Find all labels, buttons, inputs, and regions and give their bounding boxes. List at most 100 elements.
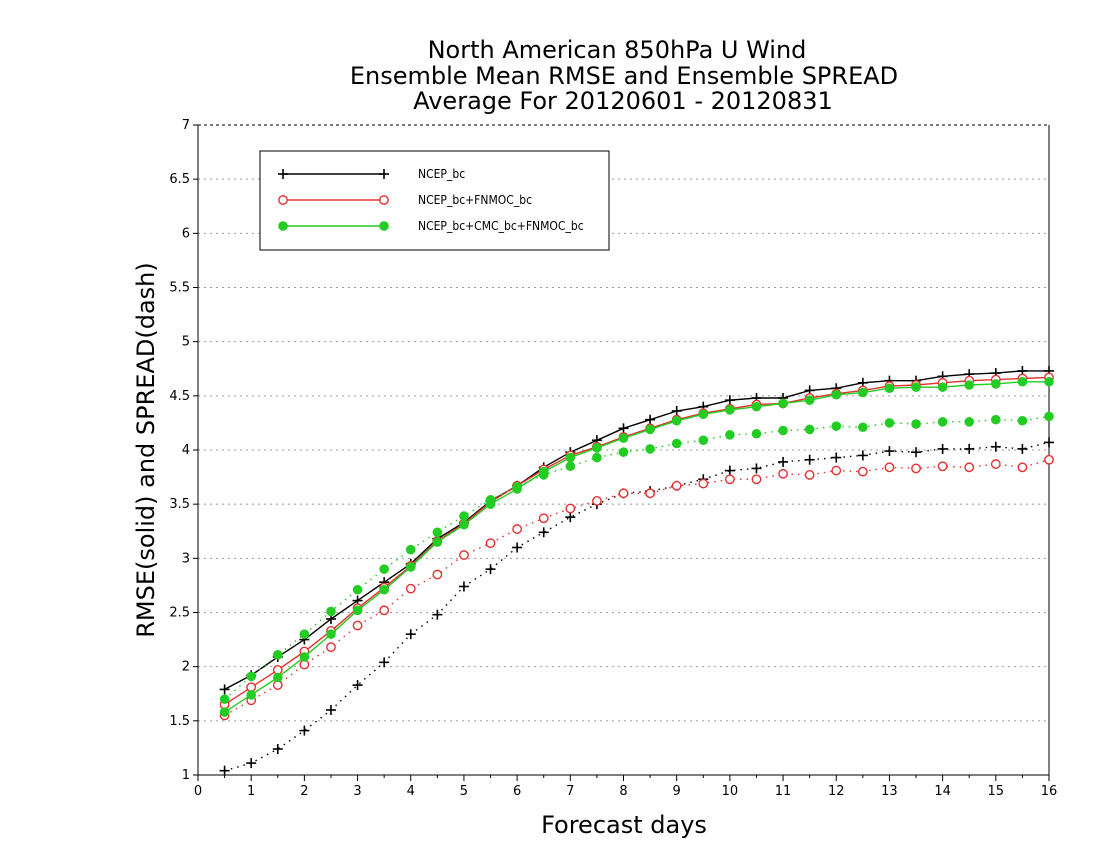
x-tick-label-2: 2 — [300, 784, 308, 799]
y-tick-label-12: 7 — [182, 118, 190, 133]
series-ncep-bc-spread-point — [724, 465, 735, 476]
gridlines — [198, 124, 1049, 722]
series-ncep-bc-spread-point — [778, 456, 789, 467]
series-ncep-bc-cmc-bc-fnmoc-bc-rmse-point — [1017, 376, 1028, 387]
series-ncep-bc-fnmoc-bc-rmse-line — [224, 376, 1050, 706]
series-ncep-bc-fnmoc-bc-spread-point — [884, 462, 895, 473]
series-ncep-bc-fnmoc-bc-spread-point — [352, 620, 363, 631]
series-ncep-bc-fnmoc-bc-spread-point — [645, 488, 655, 499]
series-ncep-bc-spread-point — [1017, 443, 1028, 454]
series-ncep-bc-spread-point — [246, 758, 257, 769]
series-ncep-bc-cmc-bc-fnmoc-bc-rmse-point — [565, 452, 576, 463]
series-ncep-bc-fnmoc-bc-spread-point — [485, 538, 496, 549]
series-ncep-bc-cmc-bc-fnmoc-bc-rmse-point — [831, 389, 842, 400]
chart-title-line-2: Ensemble Mean RMSE and Ensemble SPREAD — [350, 62, 898, 90]
series-ncep-bc-fnmoc-bc-spread-point — [512, 524, 523, 534]
series-ncep-bc-fnmoc-bc-spread-point — [432, 569, 443, 580]
x-tick-label-3: 3 — [353, 784, 361, 799]
series-ncep-bc-cmc-bc-fnmoc-bc-spread-point — [246, 671, 256, 682]
legend-marker-ncep-bc — [379, 169, 389, 179]
series-ncep-bc-fnmoc-bc-spread-point — [538, 513, 549, 524]
series-ncep-bc-cmc-bc-fnmoc-bc-rmse-point — [432, 537, 443, 547]
series-ncep-bc-cmc-bc-fnmoc-bc-rmse-point — [884, 383, 895, 394]
x-tick-label-12: 12 — [828, 784, 845, 799]
series-ncep-bc-rmse-point — [219, 684, 230, 695]
series-ncep-bc-rmse-point — [618, 423, 629, 434]
legend-marker-ncep-bc-cmc-bc-fnmoc-bc — [278, 221, 288, 231]
series-ncep-bc-cmc-bc-fnmoc-bc-spread-point — [645, 444, 655, 454]
series-ncep-bc-fnmoc-bc-spread-point — [326, 642, 336, 653]
series-ncep-bc-spread-point — [964, 443, 975, 454]
series-ncep-bc-cmc-bc-fnmoc-bc-rmse-point — [1044, 376, 1054, 387]
series-ncep-bc-cmc-bc-fnmoc-bc-rmse-point — [459, 519, 469, 530]
series-ncep-bc-cmc-bc-fnmoc-bc-rmse-point — [964, 380, 975, 390]
series-ncep-bc-cmc-bc-fnmoc-bc-rmse-point — [911, 382, 921, 392]
series-ncep-bc-cmc-bc-fnmoc-bc-spread-point — [1017, 415, 1028, 426]
series-ncep-bc-spread-point — [458, 581, 469, 592]
x-tick-label-0: 0 — [194, 784, 202, 799]
legend-marker-ncep-bc-fnmoc-bc — [278, 195, 288, 205]
legend-label-ncep-bc: NCEP_bc — [418, 167, 465, 181]
series-ncep-bc-fnmoc-bc-spread-point — [937, 461, 948, 472]
y-tick-label-11: 6.5 — [169, 172, 190, 187]
legend-label-ncep-bc-fnmoc-bc: NCEP_bc+FNMOC_bc — [418, 193, 532, 207]
series-ncep-bc-spread-point — [352, 680, 363, 691]
series-ncep-bc-cmc-bc-fnmoc-bc-spread-point — [698, 435, 709, 446]
x-tick-label-8: 8 — [619, 784, 627, 799]
y-axis-title: RMSE(solid) and SPREAD(dash) — [132, 262, 160, 638]
axes: 11.522.533.544.555.566.570 1 2 3 4 5 6 7 8 9 10 11 1… — [169, 118, 1057, 799]
series-ncep-bc-fnmoc-bc-spread-point — [698, 478, 709, 489]
series-ncep-bc-cmc-bc-fnmoc-bc-rmse-line — [224, 381, 1049, 713]
series-ncep-bc-spread-point — [538, 527, 549, 538]
series-ncep-bc-fnmoc-bc-spread-point — [751, 474, 762, 485]
series-ncep-bc-fnmoc-bc-spread-point — [778, 468, 788, 479]
series-ncep-bc-fnmoc-bc-spread-point — [724, 474, 735, 485]
series-ncep-bc-cmc-bc-fnmoc-bc-rmse-point — [352, 605, 363, 616]
series-ncep-bc-spread-point — [405, 629, 416, 640]
series-ncep-bc-fnmoc-bc-spread-point — [379, 605, 390, 616]
series-ncep-bc-spread-point — [1044, 437, 1054, 448]
series-ncep-bc-cmc-bc-fnmoc-bc-rmse-point — [272, 672, 283, 683]
x-tick-label-1: 1 — [247, 784, 255, 799]
series-ncep-bc-spread-point — [565, 512, 576, 523]
x-tick-label-14: 14 — [934, 784, 951, 799]
series-ncep-bc-cmc-bc-fnmoc-bc-spread-point — [911, 419, 921, 429]
series-ncep-bc-cmc-bc-fnmoc-bc-rmse-point — [751, 401, 762, 412]
series-ncep-bc-fnmoc-bc-spread-point — [671, 480, 682, 491]
series-ncep-bc-fnmoc-bc-spread-point — [1017, 462, 1028, 473]
series-ncep-bc-cmc-bc-fnmoc-bc-rmse-point — [725, 405, 735, 415]
x-tick-label-6: 6 — [513, 784, 521, 799]
series-ncep-bc-cmc-bc-fnmoc-bc-rmse-point — [485, 499, 496, 509]
series-ncep-bc-rmse-point — [724, 395, 735, 406]
series-ncep-bc-spread-point — [911, 447, 922, 458]
series-ncep-bc-cmc-bc-fnmoc-bc-spread-point — [405, 544, 416, 555]
series-ncep-bc-rmse-point — [671, 406, 682, 416]
chart-title-line-3: Average For 20120601 - 20120831 — [413, 87, 833, 115]
legend-label-ncep-bc-cmc-bc-fnmoc-bc: NCEP_bc+CMC_bc+FNMOC_bc — [418, 219, 584, 233]
x-tick-label-7: 7 — [566, 784, 574, 799]
series-ncep-bc-cmc-bc-fnmoc-bc-rmse-point — [778, 398, 788, 409]
x-axis-title: Forecast days — [541, 811, 707, 839]
series-ncep-bc-cmc-bc-fnmoc-bc-spread-point — [725, 430, 735, 440]
x-tick-label-11: 11 — [775, 784, 792, 799]
series-ncep-bc-cmc-bc-fnmoc-bc-spread-point — [778, 425, 788, 436]
series-ncep-bc-spread-point — [272, 744, 283, 754]
y-tick-label-2: 2 — [182, 660, 190, 675]
y-tick-label-7: 4.5 — [169, 389, 190, 404]
series-ncep-bc-spread-point — [804, 454, 815, 465]
series-ncep-bc-cmc-bc-fnmoc-bc-spread-point — [618, 447, 629, 457]
series-ncep-bc-fnmoc-bc-spread-point — [459, 550, 469, 560]
series-ncep-bc-cmc-bc-fnmoc-bc-spread-point — [592, 452, 602, 463]
series-ncep-bc-cmc-bc-fnmoc-bc-rmse-point — [326, 629, 336, 639]
series-ncep-bc-cmc-bc-fnmoc-bc-rmse-point — [219, 707, 230, 717]
series-ncep-bc-cmc-bc-fnmoc-bc-spread-point — [671, 438, 682, 449]
series-ncep-bc-spread-point — [512, 542, 523, 553]
series-ncep-bc-cmc-bc-fnmoc-bc-rmse-point — [538, 466, 549, 477]
y-tick-label-10: 6 — [182, 226, 190, 241]
series-ncep-bc-cmc-bc-fnmoc-bc-spread-point — [272, 649, 283, 660]
series-ncep-bc-cmc-bc-fnmoc-bc-spread-point — [326, 606, 336, 617]
legend-marker-ncep-bc-cmc-bc-fnmoc-bc — [379, 221, 389, 231]
series-ncep-bc-spread-point — [937, 443, 948, 454]
y-tick-label-9: 5.5 — [169, 281, 190, 296]
